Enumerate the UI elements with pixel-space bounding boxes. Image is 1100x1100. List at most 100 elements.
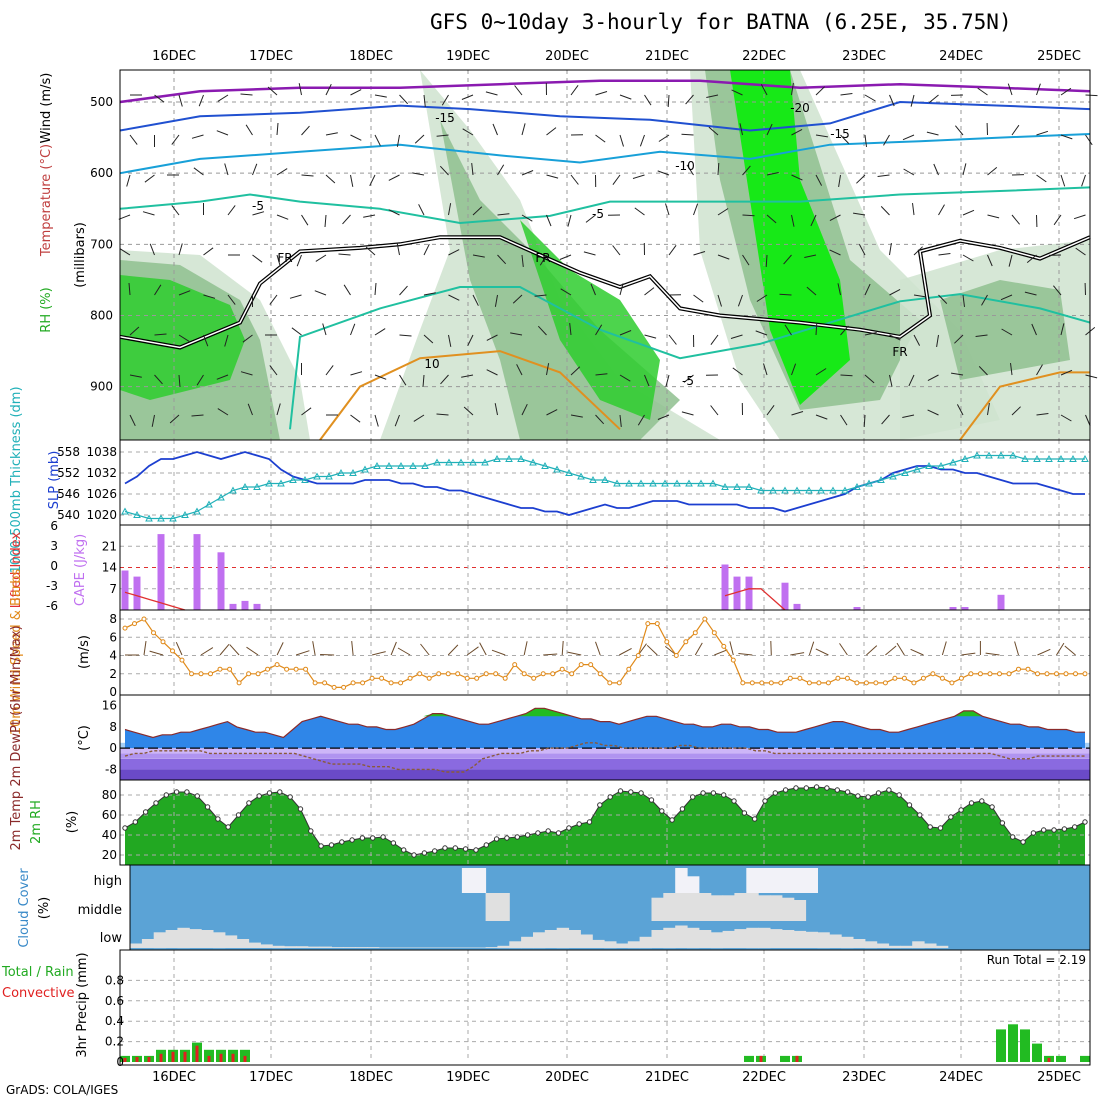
rh-marker [824, 785, 830, 791]
wind-barb [479, 642, 487, 656]
wind-speed-marker [445, 671, 451, 677]
wind-barb [486, 369, 498, 376]
precip-tick-label: 0.2 [105, 1035, 124, 1049]
rh-marker [235, 812, 242, 818]
thickness-marker [205, 500, 213, 508]
thickness-marker [925, 461, 933, 469]
cloud-cell [627, 941, 641, 949]
rh-marker [349, 837, 355, 843]
wind-barb [1085, 94, 1098, 97]
wind-speed-marker [778, 680, 784, 686]
rh-marker [638, 790, 644, 796]
wind-barb [350, 414, 361, 423]
cloud-cell [130, 943, 143, 948]
cape-bar [961, 607, 969, 610]
cape-bar [949, 607, 957, 610]
rh-marker [462, 846, 469, 852]
rh-marker [370, 835, 376, 841]
wind-barb [858, 244, 866, 256]
rh-marker [855, 793, 861, 799]
wind-barb [399, 334, 412, 337]
rh-marker [617, 788, 624, 794]
wind-barb [399, 94, 409, 105]
wind-speed-marker [521, 671, 527, 677]
wind-barb [413, 414, 425, 422]
wind-speed-marker [892, 675, 898, 681]
wind-barb [1024, 291, 1037, 296]
wind-barb [815, 86, 825, 96]
wind-barb [694, 642, 703, 656]
wind-speed-marker [388, 680, 394, 686]
date-label-top: 16DEC [152, 49, 196, 64]
rh-marker [142, 809, 149, 815]
cloud-axis-label: Cloud Cover [17, 868, 32, 948]
wind-barb [338, 253, 351, 256]
wind-speed-marker [844, 675, 850, 681]
cloud-cell [165, 930, 178, 948]
wind-barb [912, 203, 915, 216]
thickness-axis-label: 1000-500mb Thickness (dm) [9, 386, 24, 573]
wind-barb [448, 334, 452, 347]
cloud-cell [746, 927, 759, 949]
wind-barb [913, 246, 923, 256]
rh-marker [204, 804, 211, 810]
wind-speed-unit: (m/s) [77, 635, 92, 669]
cloud-cell [568, 930, 581, 948]
wind-barb [561, 640, 564, 656]
wind-barb [954, 334, 964, 344]
rh-marker [576, 821, 582, 827]
cloud-cell [935, 945, 949, 949]
contour-label: -5 [252, 199, 264, 213]
wind-barb [829, 249, 841, 256]
wind-barb [240, 93, 253, 96]
wind-barb [619, 374, 631, 382]
thickness-marker [505, 454, 513, 462]
wind-speed-marker [312, 680, 318, 686]
contour-label: -15 [435, 111, 455, 125]
wind-barb [987, 167, 998, 176]
wind-barb [1000, 294, 1013, 301]
rh-marker [948, 814, 954, 820]
cloud-cell [260, 944, 273, 948]
precip-bar [1008, 1024, 1018, 1062]
rh-marker [803, 785, 809, 791]
wind-barb [497, 164, 505, 176]
wind-barb [938, 294, 948, 304]
thickness-marker [277, 479, 285, 487]
wind-barb [570, 174, 579, 185]
wind-barb [154, 94, 165, 103]
wind-barb [494, 294, 498, 307]
wind-barb [714, 649, 728, 656]
wind-speed-marker [350, 680, 356, 686]
wind-speed-marker [607, 680, 613, 686]
wind-speed-marker [768, 680, 774, 686]
pressure-tick-label: 900 [90, 380, 113, 394]
wind-barb [1026, 254, 1037, 263]
cloud-cell [319, 946, 332, 948]
thickness-marker [757, 486, 765, 494]
thickness-marker [349, 468, 357, 476]
wind-barb [977, 87, 988, 96]
thickness-marker [685, 479, 693, 487]
precip-convective-label: Convective [2, 986, 75, 1001]
date-label-bottom: 18DEC [349, 1070, 393, 1085]
cloud-cell [189, 929, 202, 948]
wind-barb [252, 254, 263, 263]
rh-marker [782, 787, 789, 793]
rh-marker [390, 840, 397, 846]
wind-speed-marker [1073, 671, 1078, 677]
wind-barb [154, 284, 162, 296]
cross-section-panel: -20 -15 -15 -10 -5 -5 -5 10 FR FR FR [118, 70, 1098, 441]
wind-speed-marker [246, 671, 252, 677]
wind-barb [644, 374, 650, 387]
rh-marker [772, 790, 778, 796]
wind-barb [595, 414, 605, 425]
cloud-cell [876, 943, 890, 948]
date-label-bottom: 17DEC [249, 1070, 293, 1085]
cape-bar [133, 576, 141, 610]
wind-barb [1014, 641, 1019, 656]
wind-barb [644, 94, 652, 106]
thickness-marker [553, 465, 561, 473]
wind-barb [1081, 174, 1086, 187]
